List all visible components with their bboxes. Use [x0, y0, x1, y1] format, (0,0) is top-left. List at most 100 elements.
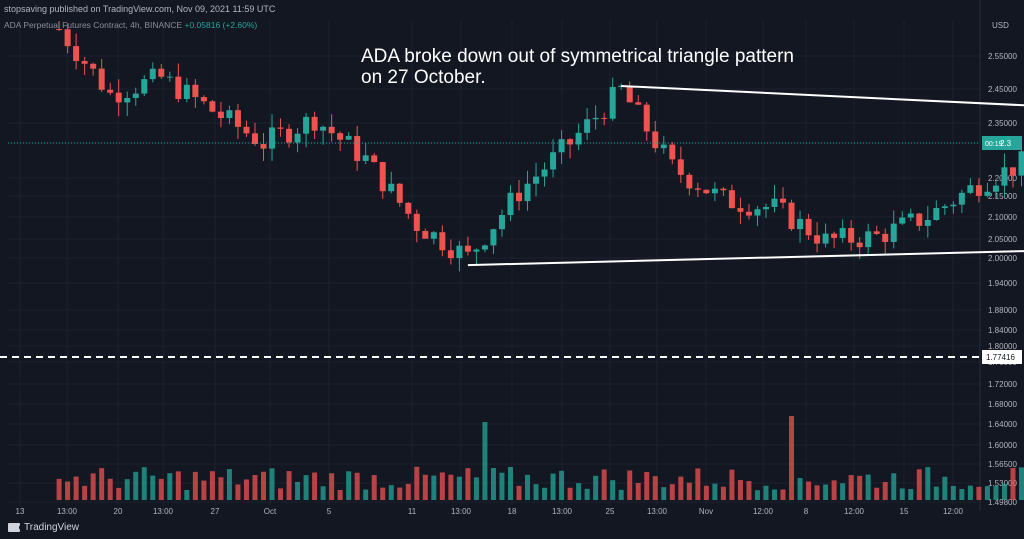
volume-bar — [584, 488, 590, 500]
volume-bar — [652, 476, 658, 500]
volume-bar — [874, 487, 880, 500]
candle-body — [269, 127, 276, 149]
x-tick-label: 13:00 — [153, 507, 174, 516]
candle-body — [890, 223, 897, 242]
candle-body — [660, 144, 667, 149]
volume-bar — [1010, 467, 1016, 500]
volume-bar — [840, 483, 846, 500]
candle-body — [183, 84, 190, 100]
volume-bar — [439, 472, 445, 500]
volume-bar — [312, 472, 318, 500]
candle-body — [234, 110, 241, 127]
candle-body — [933, 208, 940, 220]
volume-bar — [525, 474, 531, 500]
volume-bar — [797, 477, 803, 500]
candle-body — [1001, 167, 1008, 186]
tradingview-footer[interactable]: TradingView — [8, 522, 79, 533]
x-tick-label: 12:00 — [943, 507, 964, 516]
y-tick-label: 1.56500 — [988, 460, 1017, 469]
volume-bar — [90, 473, 96, 500]
volume-bar — [669, 484, 675, 500]
candle-body — [286, 128, 293, 143]
volume-bar — [789, 416, 795, 500]
candle-body — [652, 131, 659, 149]
volume-bar — [857, 475, 863, 500]
y-tick-label: 1.94000 — [988, 279, 1017, 288]
candle-body — [1009, 167, 1016, 176]
volume-bar — [116, 487, 122, 500]
candle-body — [217, 111, 224, 119]
y-tick-label: 1.84000 — [988, 326, 1017, 335]
support-price-badge — [982, 350, 1022, 364]
volume-bar — [618, 489, 624, 500]
x-tick-label: 13:00 — [647, 507, 668, 516]
candle-body — [56, 29, 63, 31]
volume-bar — [533, 484, 539, 500]
volume-bar — [235, 484, 241, 500]
candle-body — [345, 136, 352, 140]
y-tick-label: 2.00000 — [988, 254, 1017, 263]
y-tick-label: 1.49800 — [988, 498, 1017, 507]
candle-body — [686, 174, 693, 189]
candle-body — [797, 218, 804, 230]
volume-bar — [482, 422, 488, 500]
candle-body — [805, 218, 812, 236]
candle-body — [303, 116, 310, 134]
candle-body — [251, 133, 258, 145]
x-tick-label: 25 — [606, 507, 615, 516]
candle-body — [243, 126, 250, 134]
candle-body — [294, 133, 301, 143]
volume-bar — [925, 467, 931, 500]
candle-body — [311, 116, 318, 131]
candle-body — [98, 68, 105, 90]
volume-bar — [865, 474, 871, 500]
volume-bar — [848, 475, 854, 500]
volume-bar — [456, 476, 462, 500]
candle-body — [737, 208, 744, 212]
candle-body — [447, 250, 454, 259]
candle-body — [762, 206, 769, 210]
candle-body — [899, 217, 906, 224]
candle-body — [141, 79, 148, 94]
candle-body — [635, 102, 642, 105]
publish-info: stopsaving published on TradingView.com,… — [4, 4, 276, 14]
candle-body — [124, 97, 131, 103]
volume-bar — [823, 484, 829, 500]
volume-bar — [252, 475, 258, 500]
x-tick-label: 12:00 — [753, 507, 774, 516]
volume-bar — [192, 471, 198, 500]
volume-bar — [99, 468, 105, 500]
candle-body — [192, 84, 199, 98]
volume-bar — [184, 490, 190, 500]
x-tick-label: 20 — [114, 507, 123, 516]
candle-body — [422, 230, 429, 239]
volume-bar — [448, 474, 454, 500]
candle-body — [541, 169, 548, 177]
candle-body — [328, 126, 335, 134]
candle-body — [609, 86, 616, 119]
volume-bar — [320, 486, 326, 500]
candle-body — [669, 144, 676, 160]
candle-body — [439, 232, 446, 251]
symbol-legend: ADA Perpetual Futures Contract, 4h, BINA… — [4, 20, 257, 30]
volume-bar — [380, 487, 386, 500]
volume-bar — [720, 486, 726, 500]
candle-body — [584, 119, 591, 133]
volume-bar — [363, 489, 369, 500]
candle-body — [601, 117, 608, 119]
candle-body — [107, 89, 114, 93]
volume-bar — [780, 489, 786, 500]
volume-bar — [141, 467, 147, 500]
candle-body — [81, 61, 88, 64]
volume-bar — [1018, 467, 1024, 500]
volume-bar — [261, 471, 266, 500]
volume-bar — [686, 482, 692, 500]
volume-bar — [167, 473, 173, 500]
volume-bar — [1001, 483, 1007, 500]
candle-body — [873, 231, 880, 234]
volume-bar — [65, 481, 71, 500]
volume-bar — [695, 468, 701, 500]
candle-body — [473, 249, 480, 252]
volume-bar — [150, 475, 156, 500]
